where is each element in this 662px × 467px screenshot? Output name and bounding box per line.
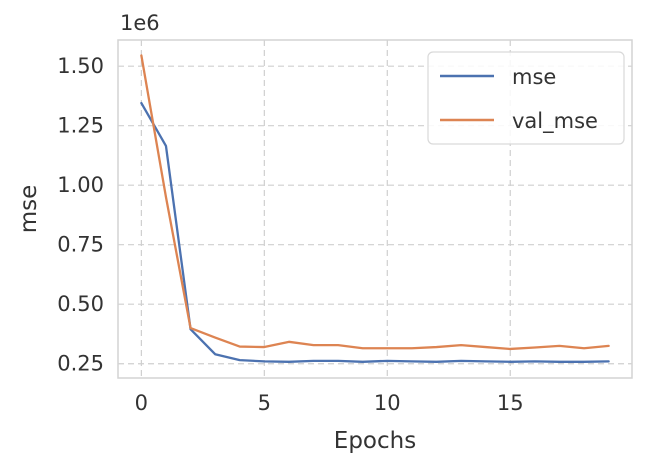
y-axis-label: mse [16, 185, 42, 234]
plot-frame [117, 39, 633, 379]
x-tick-label: 10 [374, 391, 401, 415]
y-tick-label: 0.75 [57, 233, 104, 257]
legend-label-mse: mse [512, 65, 556, 89]
tick-labels: 0 5 10 15 0.25 0.50 0.75 1.00 1.25 1.50 [57, 54, 523, 415]
legend-label-val-mse: val_mse [512, 109, 598, 134]
y-offset-label: 1e6 [120, 11, 160, 35]
y-tick-label: 1.50 [57, 54, 104, 78]
y-tick-label: 1.25 [57, 114, 104, 138]
y-tick-label: 1.00 [57, 173, 104, 197]
legend: mse val_mse [427, 51, 625, 145]
x-tick-label: 5 [258, 391, 271, 415]
y-tick-label: 0.50 [57, 292, 104, 316]
x-axis-label: Epochs [334, 428, 416, 454]
series-lines [140, 54, 610, 363]
y-tick-label: 0.25 [57, 352, 104, 376]
grid [118, 40, 632, 378]
x-tick-label: 15 [497, 391, 524, 415]
series-line-mse [140, 101, 610, 363]
x-tick-label: 0 [135, 391, 148, 415]
series-line-val-mse [140, 54, 610, 351]
